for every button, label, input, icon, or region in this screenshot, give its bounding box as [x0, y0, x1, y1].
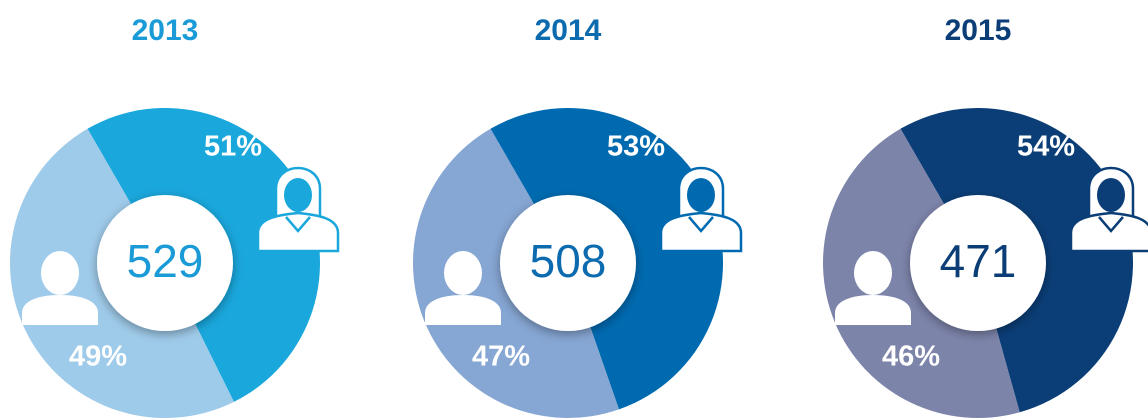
center-circle	[910, 195, 1046, 331]
icon-neck	[285, 216, 311, 233]
center-circle	[97, 195, 233, 331]
icon-neck	[1098, 216, 1124, 233]
center-circle	[500, 195, 636, 331]
female-icon	[1069, 166, 1148, 253]
value-label: 47%	[472, 341, 530, 373]
value-label: 49%	[69, 341, 127, 373]
male-icon	[22, 251, 98, 325]
male-icon	[425, 251, 501, 325]
icon-head	[41, 251, 79, 295]
icon-face	[687, 178, 715, 212]
icon-head	[854, 251, 892, 295]
icon-body	[425, 295, 501, 325]
icon-head	[444, 251, 482, 295]
icon-body	[22, 295, 98, 325]
male-icon	[835, 251, 911, 325]
chart-title: 2014	[535, 14, 602, 47]
icon-face	[1097, 178, 1125, 212]
icon-face	[284, 178, 312, 212]
chart-title: 2013	[132, 14, 199, 47]
icon-neck	[688, 216, 714, 233]
total-label: 529	[127, 235, 204, 287]
female-icon	[256, 166, 340, 253]
value-label: 51%	[204, 131, 262, 163]
value-label: 46%	[882, 341, 940, 373]
total-label: 471	[940, 235, 1017, 287]
value-label: 53%	[607, 131, 665, 163]
total-label: 508	[530, 235, 607, 287]
icon-body	[835, 295, 911, 325]
icon-body	[1069, 211, 1148, 253]
chart-title: 2015	[945, 14, 1012, 47]
value-label: 54%	[1017, 131, 1075, 163]
female-icon	[659, 166, 743, 253]
